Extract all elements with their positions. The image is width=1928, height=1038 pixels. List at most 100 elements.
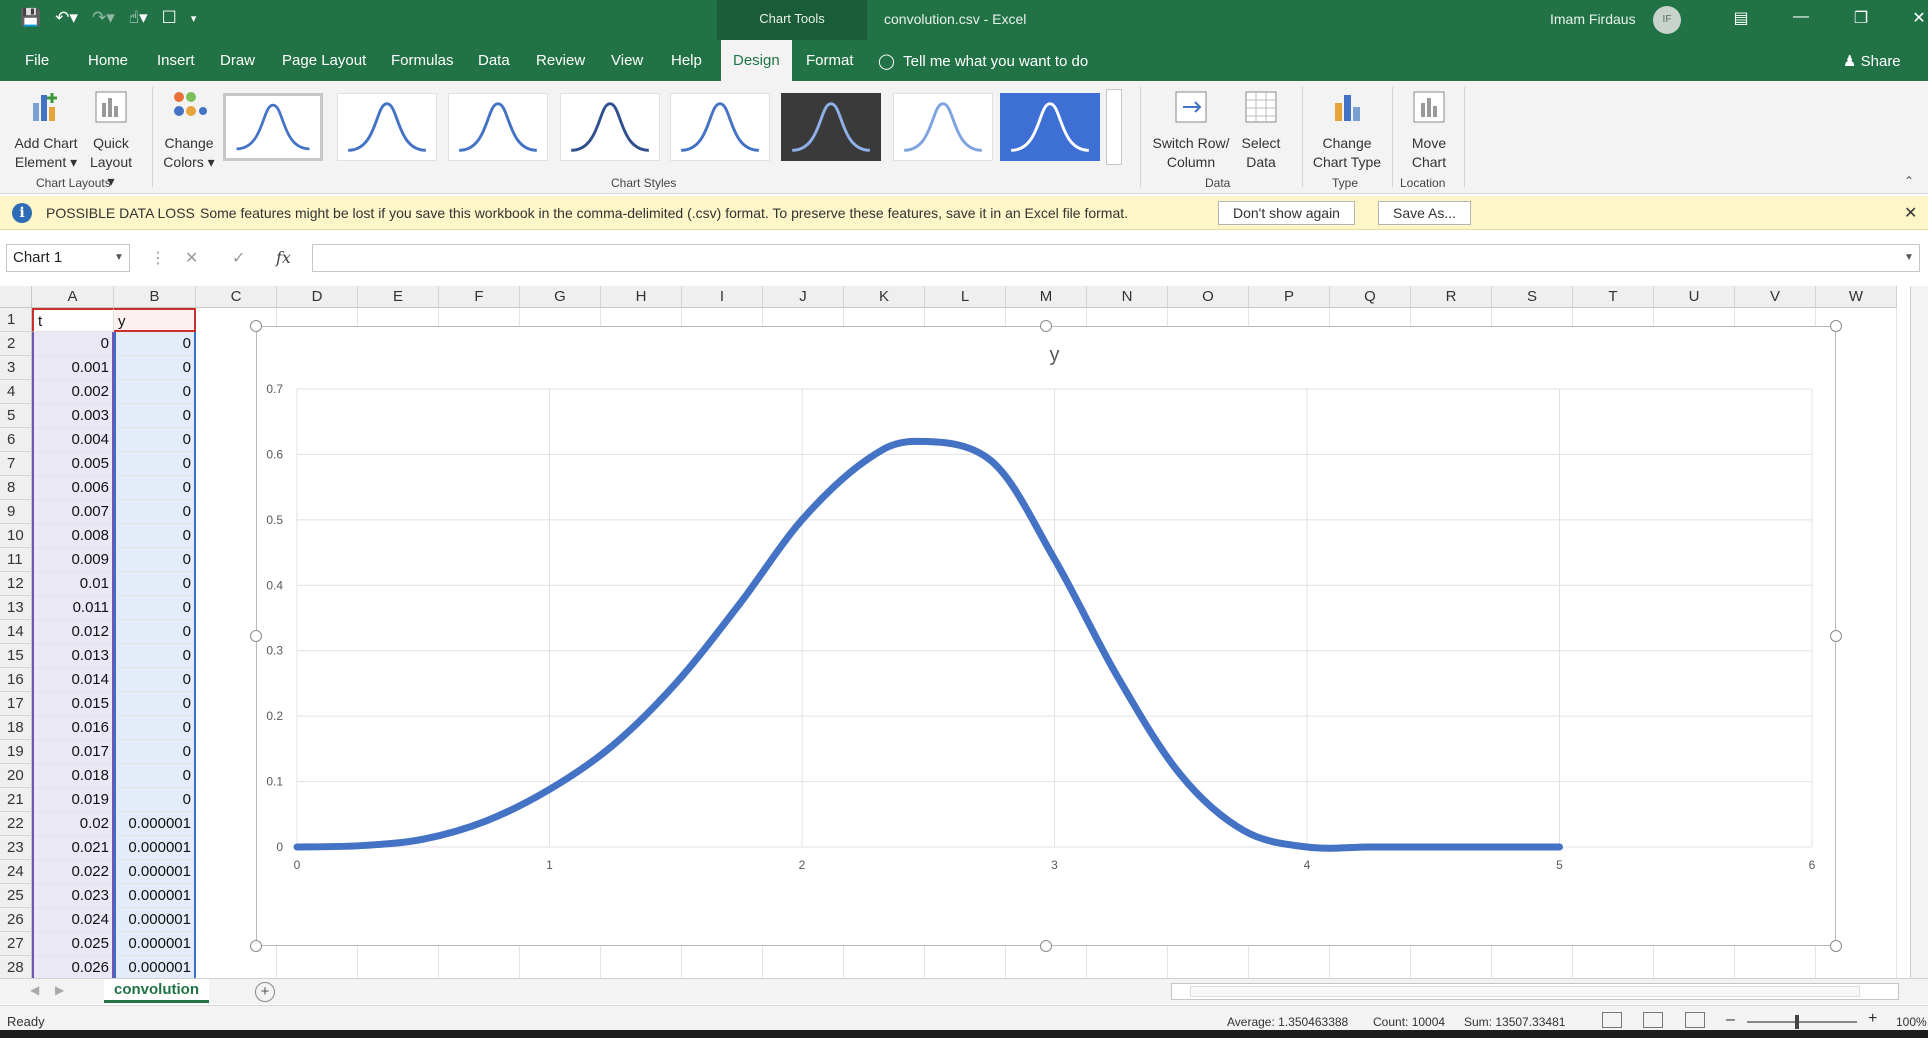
quick-layout-button[interactable]: Quick Layout ▾ [86,89,136,191]
share-button[interactable]: ♟ Share [1843,52,1901,70]
horizontal-scroll-thumb[interactable] [1190,986,1860,997]
chart-style-3[interactable] [448,93,548,161]
tab-data[interactable]: Data [478,52,510,69]
cell-a[interactable]: 0.016 [32,716,114,740]
cell-a[interactable]: 0.026 [32,956,114,978]
tab-page-layout[interactable]: Page Layout [282,52,367,69]
row-header[interactable]: 6 [0,428,32,452]
cell-a[interactable]: 0.02 [32,812,114,836]
row-header[interactable]: 11 [0,548,32,572]
row-header[interactable]: 13 [0,596,32,620]
row-header[interactable]: 4 [0,380,32,404]
resize-handle[interactable] [1040,320,1052,332]
undo-icon[interactable]: ↶▾ [55,8,78,27]
cell-b[interactable]: 0 [114,404,196,428]
cell-b[interactable]: 0.000001 [114,812,196,836]
tab-home[interactable]: Home [88,52,129,69]
tab-review[interactable]: Review [536,52,586,69]
row-header[interactable]: 5 [0,404,32,428]
column-header-b[interactable]: B [114,286,196,308]
close-icon[interactable]: ✕ [1904,205,1918,222]
column-header-q[interactable]: Q [1330,286,1411,308]
close-icon[interactable]: ✕ [1912,10,1926,27]
resize-handle[interactable] [1830,940,1842,952]
row-header[interactable]: 8 [0,476,32,500]
horizontal-scrollbar[interactable] [1171,983,1899,1000]
zoom-slider-thumb[interactable] [1795,1015,1799,1029]
normal-view-icon[interactable] [1602,1012,1622,1028]
dont-show-again-button[interactable]: Don't show again [1218,201,1355,225]
zoom-slider[interactable] [1747,1021,1857,1023]
tab-insert[interactable]: Insert [157,52,195,69]
tab-help[interactable]: Help [671,52,702,69]
cell-b[interactable]: y [114,308,196,332]
cell-b[interactable]: 0 [114,500,196,524]
add-sheet-icon[interactable]: + [255,982,275,1002]
change-chart-type-button[interactable]: Change Chart Type [1308,89,1386,172]
column-header-o[interactable]: O [1168,286,1249,308]
row-header[interactable]: 16 [0,668,32,692]
row-header[interactable]: 22 [0,812,32,836]
row-header[interactable]: 3 [0,356,32,380]
cell-b[interactable]: 0 [114,716,196,740]
cell-a[interactable]: 0.004 [32,428,114,452]
cell-a[interactable]: 0.001 [32,356,114,380]
tab-draw[interactable]: Draw [220,52,256,69]
cell-b[interactable]: 0 [114,356,196,380]
cell-a[interactable]: 0.022 [32,860,114,884]
cell-a[interactable]: 0.006 [32,476,114,500]
row-header[interactable]: 17 [0,692,32,716]
cell-a[interactable]: 0.015 [32,692,114,716]
cell-b[interactable]: 0 [114,476,196,500]
chart-style-5[interactable] [670,93,770,161]
cell-b[interactable]: 0.000001 [114,932,196,956]
chevron-down-icon[interactable]: ▼ [114,252,124,263]
row-header[interactable]: 18 [0,716,32,740]
chart-object[interactable]: 0 0.1 0.2 0.3 0.4 0.5 0.6 0.7 0 1 2 3 4 5 6 y [256,326,1836,946]
cell-a[interactable]: t [32,308,114,332]
tab-design[interactable]: Design [721,40,792,81]
cell-b[interactable]: 0 [114,692,196,716]
row-header[interactable]: 7 [0,452,32,476]
customize-qat-icon[interactable]: ▾ [190,12,197,25]
zoom-out-icon[interactable]: – [1726,1011,1735,1028]
cell-b[interactable]: 0 [114,764,196,788]
cell-b[interactable]: 0 [114,428,196,452]
redo-icon[interactable]: ↷▾ [91,8,115,27]
column-header-k[interactable]: K [844,286,925,308]
column-header-f[interactable]: F [439,286,520,308]
cell-a[interactable]: 0.003 [32,404,114,428]
cell-b[interactable]: 0 [114,740,196,764]
cell-a[interactable]: 0.002 [32,380,114,404]
row-header[interactable]: 21 [0,788,32,812]
cell-a[interactable]: 0.012 [32,620,114,644]
column-header-i[interactable]: I [682,286,763,308]
select-all-corner[interactable] [0,286,32,308]
cell-a[interactable]: 0.005 [32,452,114,476]
minimize-icon[interactable]: — [1793,8,1809,25]
cell-a[interactable]: 0.007 [32,500,114,524]
column-header-p[interactable]: P [1249,286,1330,308]
tab-scroll-right-icon[interactable]: ▶ [55,983,65,997]
resize-handle[interactable] [250,630,262,642]
cell-b[interactable]: 0 [114,332,196,356]
restore-icon[interactable]: ❐ [1853,10,1869,27]
move-chart-button[interactable]: Move Chart [1400,89,1458,172]
page-layout-view-icon[interactable] [1643,1012,1663,1028]
column-header-g[interactable]: G [520,286,601,308]
column-header-s[interactable]: S [1492,286,1573,308]
column-header-h[interactable]: H [601,286,682,308]
column-header-j[interactable]: J [763,286,844,308]
cell-a[interactable]: 0.014 [32,668,114,692]
cell-a[interactable]: 0.008 [32,524,114,548]
gallery-scroll[interactable] [1106,89,1122,165]
cell-a[interactable]: 0.018 [32,764,114,788]
row-header[interactable]: 28 [0,956,32,978]
column-header-c[interactable]: C [196,286,277,308]
name-box[interactable]: Chart 1 [6,244,130,272]
resize-handle[interactable] [250,320,262,332]
touch-mode-icon[interactable]: ☝▾ [128,8,148,27]
new-file-icon[interactable]: ☐ [161,8,177,27]
column-header-a[interactable]: A [32,286,114,308]
cell-a[interactable]: 0.024 [32,908,114,932]
